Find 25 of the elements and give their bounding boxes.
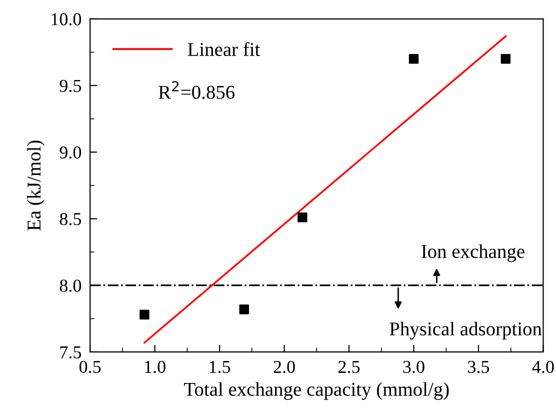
y-axis-title: Ea (kJ/mol) xyxy=(26,140,45,230)
point xyxy=(239,304,249,314)
annotation: Physical adsorption xyxy=(390,322,542,340)
x-tick-label: 2.5 xyxy=(338,360,360,374)
y-tick-label: 8.0 xyxy=(60,280,82,292)
x-tick-label: 0.5 xyxy=(79,360,101,374)
y-tick-label: 8.5 xyxy=(60,212,82,226)
y-tick-label: 9.0 xyxy=(60,146,82,159)
x-axis-title: Total exchange capacity (mmol/g) xyxy=(184,382,449,400)
y-tick-label: 10.0 xyxy=(52,13,82,26)
x-tick-label: 1.5 xyxy=(210,360,230,374)
point xyxy=(500,54,511,64)
point xyxy=(298,212,308,222)
x-tick-label: 3.5 xyxy=(468,360,490,374)
point xyxy=(140,310,150,320)
y-tick-label: 9.5 xyxy=(60,80,82,92)
legend-label: Linear fit xyxy=(188,42,260,56)
x-tick-label: 4.0 xyxy=(532,360,554,374)
point xyxy=(408,54,419,64)
annotation: R$^{2}$=0.856 xyxy=(158,81,235,99)
x-tick-label: 2.0 xyxy=(274,360,295,374)
annotation: Ion exchange xyxy=(422,244,524,262)
x-tick-label: 1.0 xyxy=(145,360,166,374)
x-tick-label: 3.0 xyxy=(403,360,424,374)
y-tick-label: 7.5 xyxy=(60,346,82,358)
